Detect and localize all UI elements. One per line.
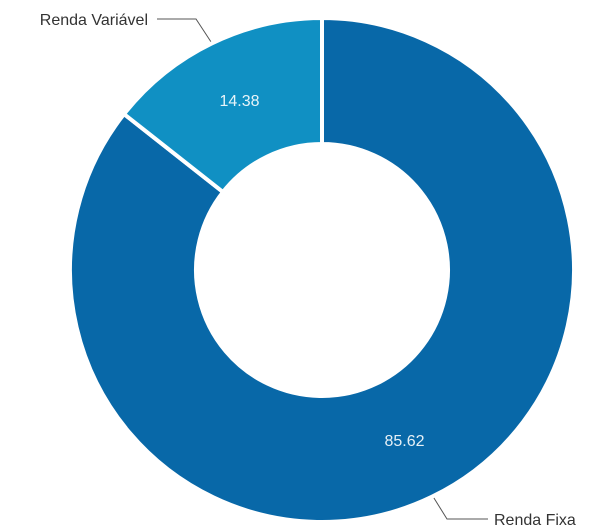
slice-renda-variavel (122, 16, 324, 195)
slice-value-label-renda-variavel: 14.38 (219, 93, 259, 110)
category-labels-group: Renda Fixa Renda Variável (40, 12, 576, 529)
leader-lines-group (157, 18, 488, 520)
value-labels-group: 85.62 14.38 (219, 93, 424, 450)
category-label-renda-variavel: Renda Variável (40, 12, 148, 29)
slice-value-label-renda-fixa: 85.62 (384, 433, 424, 450)
slices-group (68, 16, 576, 524)
leader-line-renda-variavel (157, 18, 212, 42)
category-label-renda-fixa: Renda Fixa (494, 512, 576, 529)
leader-line-renda-fixa (433, 497, 488, 520)
slice-renda-fixa (68, 16, 576, 524)
